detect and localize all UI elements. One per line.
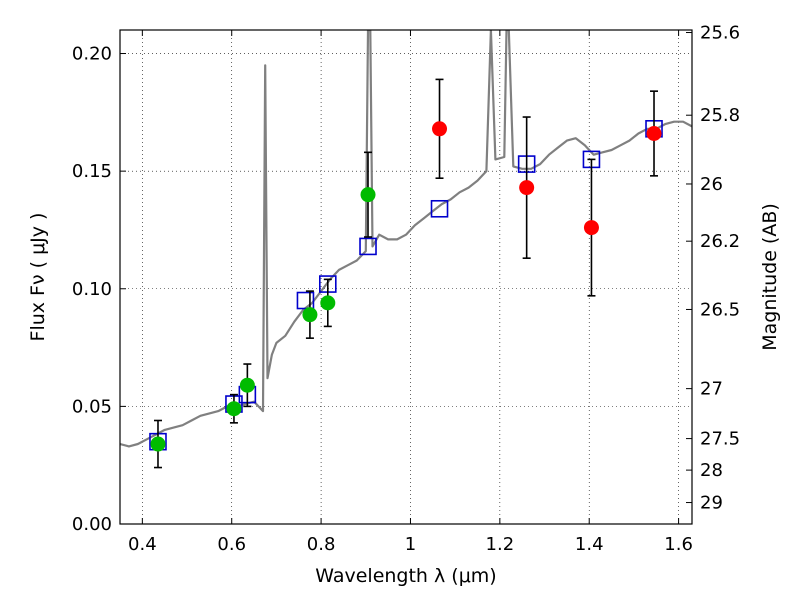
flux-point (226, 401, 242, 417)
y2-tick-label: 27 (700, 379, 723, 400)
y-tick-label: 0.00 (72, 514, 112, 535)
y2-tick-label: 29 (700, 493, 723, 514)
x-tick-label: 1 (405, 534, 416, 555)
flux-point (150, 436, 166, 452)
plot-frame (119, 29, 693, 525)
axis-ticks: 0.4 0.6 0.8 1 1.2 1.4 1.6 0.00 0.05 0.10 0.15 0.20 2… (72, 23, 740, 555)
y-axis-label: Flux Fν ( μJy ) (27, 213, 49, 342)
flux-point (583, 220, 599, 236)
y-tick-label: 0.20 (72, 44, 112, 65)
y2-tick-label: 25.6 (700, 23, 740, 44)
y2-tick-label: 27.5 (700, 429, 740, 450)
error-bars (150, 78, 662, 469)
flux-point (360, 187, 376, 203)
y2-tick-label: 26 (700, 174, 723, 195)
flux-point (519, 180, 535, 196)
flux-point (320, 295, 336, 311)
y-tick-label: 0.10 (72, 279, 112, 300)
x-tick-label: 0.4 (128, 534, 157, 555)
flux-point (239, 377, 255, 393)
x-tick-label: 1.2 (486, 534, 515, 555)
grid (120, 30, 692, 525)
x-tick-label: 0.6 (217, 534, 246, 555)
x-tick-label: 1.4 (575, 534, 604, 555)
model-flux-box (430, 199, 449, 218)
flux-point (302, 307, 318, 323)
y-tick-label: 0.05 (72, 396, 112, 417)
x-tick-label: 0.8 (307, 534, 336, 555)
plot-data (120, 30, 692, 451)
x-axis-label: Wavelength λ (μm) (315, 565, 496, 587)
model-flux-box (359, 237, 377, 256)
y-tick-label: 0.15 (72, 161, 112, 182)
x-tick-label: 1.6 (664, 534, 693, 555)
y2-tick-label: 26.5 (700, 299, 740, 320)
y2-tick-label: 25.8 (700, 105, 740, 126)
model-flux-box (296, 291, 315, 310)
y2-axis-label: Magnitude (AB) (759, 203, 781, 351)
model-spectrum-line (120, 30, 692, 448)
y2-tick-label: 28 (700, 460, 723, 481)
flux-point (646, 126, 662, 142)
y2-tick-label: 26.2 (700, 231, 740, 252)
flux-point (432, 121, 448, 137)
